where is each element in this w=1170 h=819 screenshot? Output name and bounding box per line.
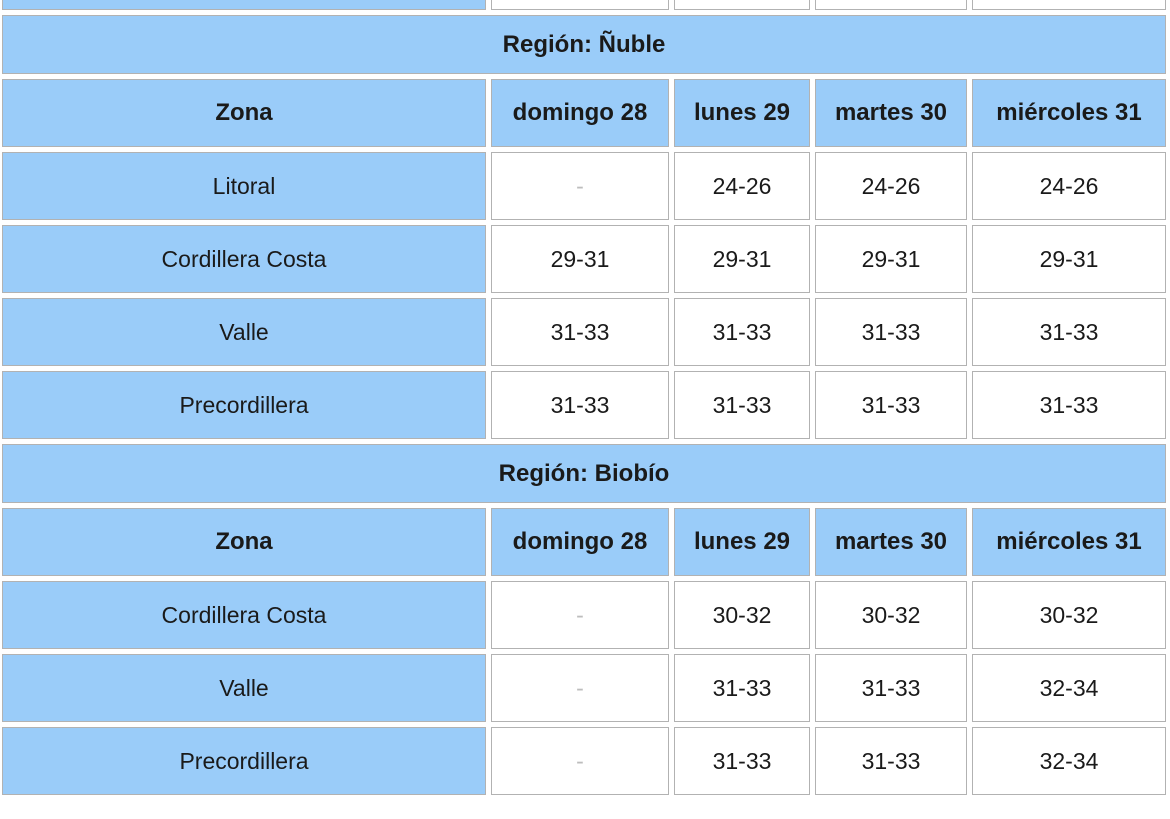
region-header-row: Región: Ñuble bbox=[2, 15, 1166, 74]
zone-row: Precordillera -31-33 31-33 32-34 bbox=[2, 727, 1166, 795]
zone-row: Valle 31-33 31-33 31-33 31-33 bbox=[2, 298, 1166, 366]
temperature-value-cell: 31-33 bbox=[815, 727, 967, 795]
zone-name-cell: Cordillera Costa bbox=[2, 225, 486, 293]
region-header-cell: Región: Biobío bbox=[2, 444, 1166, 503]
cropped-zone-cell bbox=[2, 0, 486, 10]
temperature-value-cell: 31-33 bbox=[674, 727, 810, 795]
zone-column-header-cell: Zona bbox=[2, 79, 486, 147]
day-column-header-cell: miércoles 31 bbox=[972, 508, 1166, 576]
temperature-value-cell: - bbox=[491, 727, 669, 795]
zone-column-header-cell: Zona bbox=[2, 508, 486, 576]
temperature-value-cell: 29-31 bbox=[972, 225, 1166, 293]
zone-row: Litoral -24-26 24-26 24-26 bbox=[2, 152, 1166, 220]
zone-name-cell: Valle bbox=[2, 654, 486, 722]
cropped-value-cell bbox=[815, 0, 967, 10]
forecast-table: Región: Ñuble Zona domingo 28 lunes 29 mart… bbox=[2, 0, 1166, 795]
zone-row: Cordillera Costa -30-32 30-32 30-32 bbox=[2, 581, 1166, 649]
temperature-value-cell: 30-32 bbox=[972, 581, 1166, 649]
temperature-value-cell: 29-31 bbox=[815, 225, 967, 293]
column-header-row: Zona domingo 28 lunes 29 martes 30 miércoles… bbox=[2, 508, 1166, 576]
zone-name-cell: Precordillera bbox=[2, 727, 486, 795]
zone-row: Valle -31-33 31-33 32-34 bbox=[2, 654, 1166, 722]
region-header-row: Región: Biobío bbox=[2, 444, 1166, 503]
temperature-value-cell: 31-33 bbox=[815, 298, 967, 366]
temperature-value-cell: 31-33 bbox=[972, 371, 1166, 439]
day-column-header-cell: lunes 29 bbox=[674, 508, 810, 576]
zone-row: Precordillera 31-33 31-33 31-33 31-33 bbox=[2, 371, 1166, 439]
temperature-value-cell: 30-32 bbox=[674, 581, 810, 649]
temperature-value-cell: 24-26 bbox=[972, 152, 1166, 220]
column-header-row: Zona domingo 28 lunes 29 martes 30 miércoles… bbox=[2, 79, 1166, 147]
temperature-value-cell: 29-31 bbox=[491, 225, 669, 293]
temperature-value-cell: 32-34 bbox=[972, 727, 1166, 795]
temperature-value-cell: 31-33 bbox=[815, 654, 967, 722]
temperature-value-cell: - bbox=[491, 152, 669, 220]
temperature-value-cell: - bbox=[491, 654, 669, 722]
temperature-value-cell: 30-32 bbox=[815, 581, 967, 649]
day-column-header-cell: martes 30 bbox=[815, 508, 967, 576]
cropped-top-row bbox=[2, 0, 1166, 10]
temperature-value-cell: 31-33 bbox=[674, 298, 810, 366]
zone-name-cell: Precordillera bbox=[2, 371, 486, 439]
cropped-value-cell bbox=[491, 0, 669, 10]
cropped-page-area: Región: Ñuble Zona domingo 28 lunes 29 mart… bbox=[2, 0, 1166, 795]
temperature-value-cell: 31-33 bbox=[491, 371, 669, 439]
cropped-value-cell bbox=[674, 0, 810, 10]
temperature-value-cell: 31-33 bbox=[972, 298, 1166, 366]
zone-name-cell: Valle bbox=[2, 298, 486, 366]
temperature-value-cell: - bbox=[491, 581, 669, 649]
day-column-header-cell: lunes 29 bbox=[674, 79, 810, 147]
forecast-table-body: Región: Ñuble Zona domingo 28 lunes 29 mart… bbox=[2, 0, 1166, 795]
cropped-value-cell bbox=[972, 0, 1166, 10]
zone-name-cell: Litoral bbox=[2, 152, 486, 220]
temperature-value-cell: 32-34 bbox=[972, 654, 1166, 722]
temperature-value-cell: 24-26 bbox=[674, 152, 810, 220]
temperature-value-cell: 29-31 bbox=[674, 225, 810, 293]
temperature-value-cell: 31-33 bbox=[674, 654, 810, 722]
temperature-value-cell: 31-33 bbox=[815, 371, 967, 439]
temperature-value-cell: 31-33 bbox=[491, 298, 669, 366]
temperature-value-cell: 24-26 bbox=[815, 152, 967, 220]
zone-row: Cordillera Costa 29-31 29-31 29-31 29-31 bbox=[2, 225, 1166, 293]
day-column-header-cell: domingo 28 bbox=[491, 508, 669, 576]
day-column-header-cell: miércoles 31 bbox=[972, 79, 1166, 147]
day-column-header-cell: martes 30 bbox=[815, 79, 967, 147]
zone-name-cell: Cordillera Costa bbox=[2, 581, 486, 649]
temperature-value-cell: 31-33 bbox=[674, 371, 810, 439]
day-column-header-cell: domingo 28 bbox=[491, 79, 669, 147]
region-header-cell: Región: Ñuble bbox=[2, 15, 1166, 74]
